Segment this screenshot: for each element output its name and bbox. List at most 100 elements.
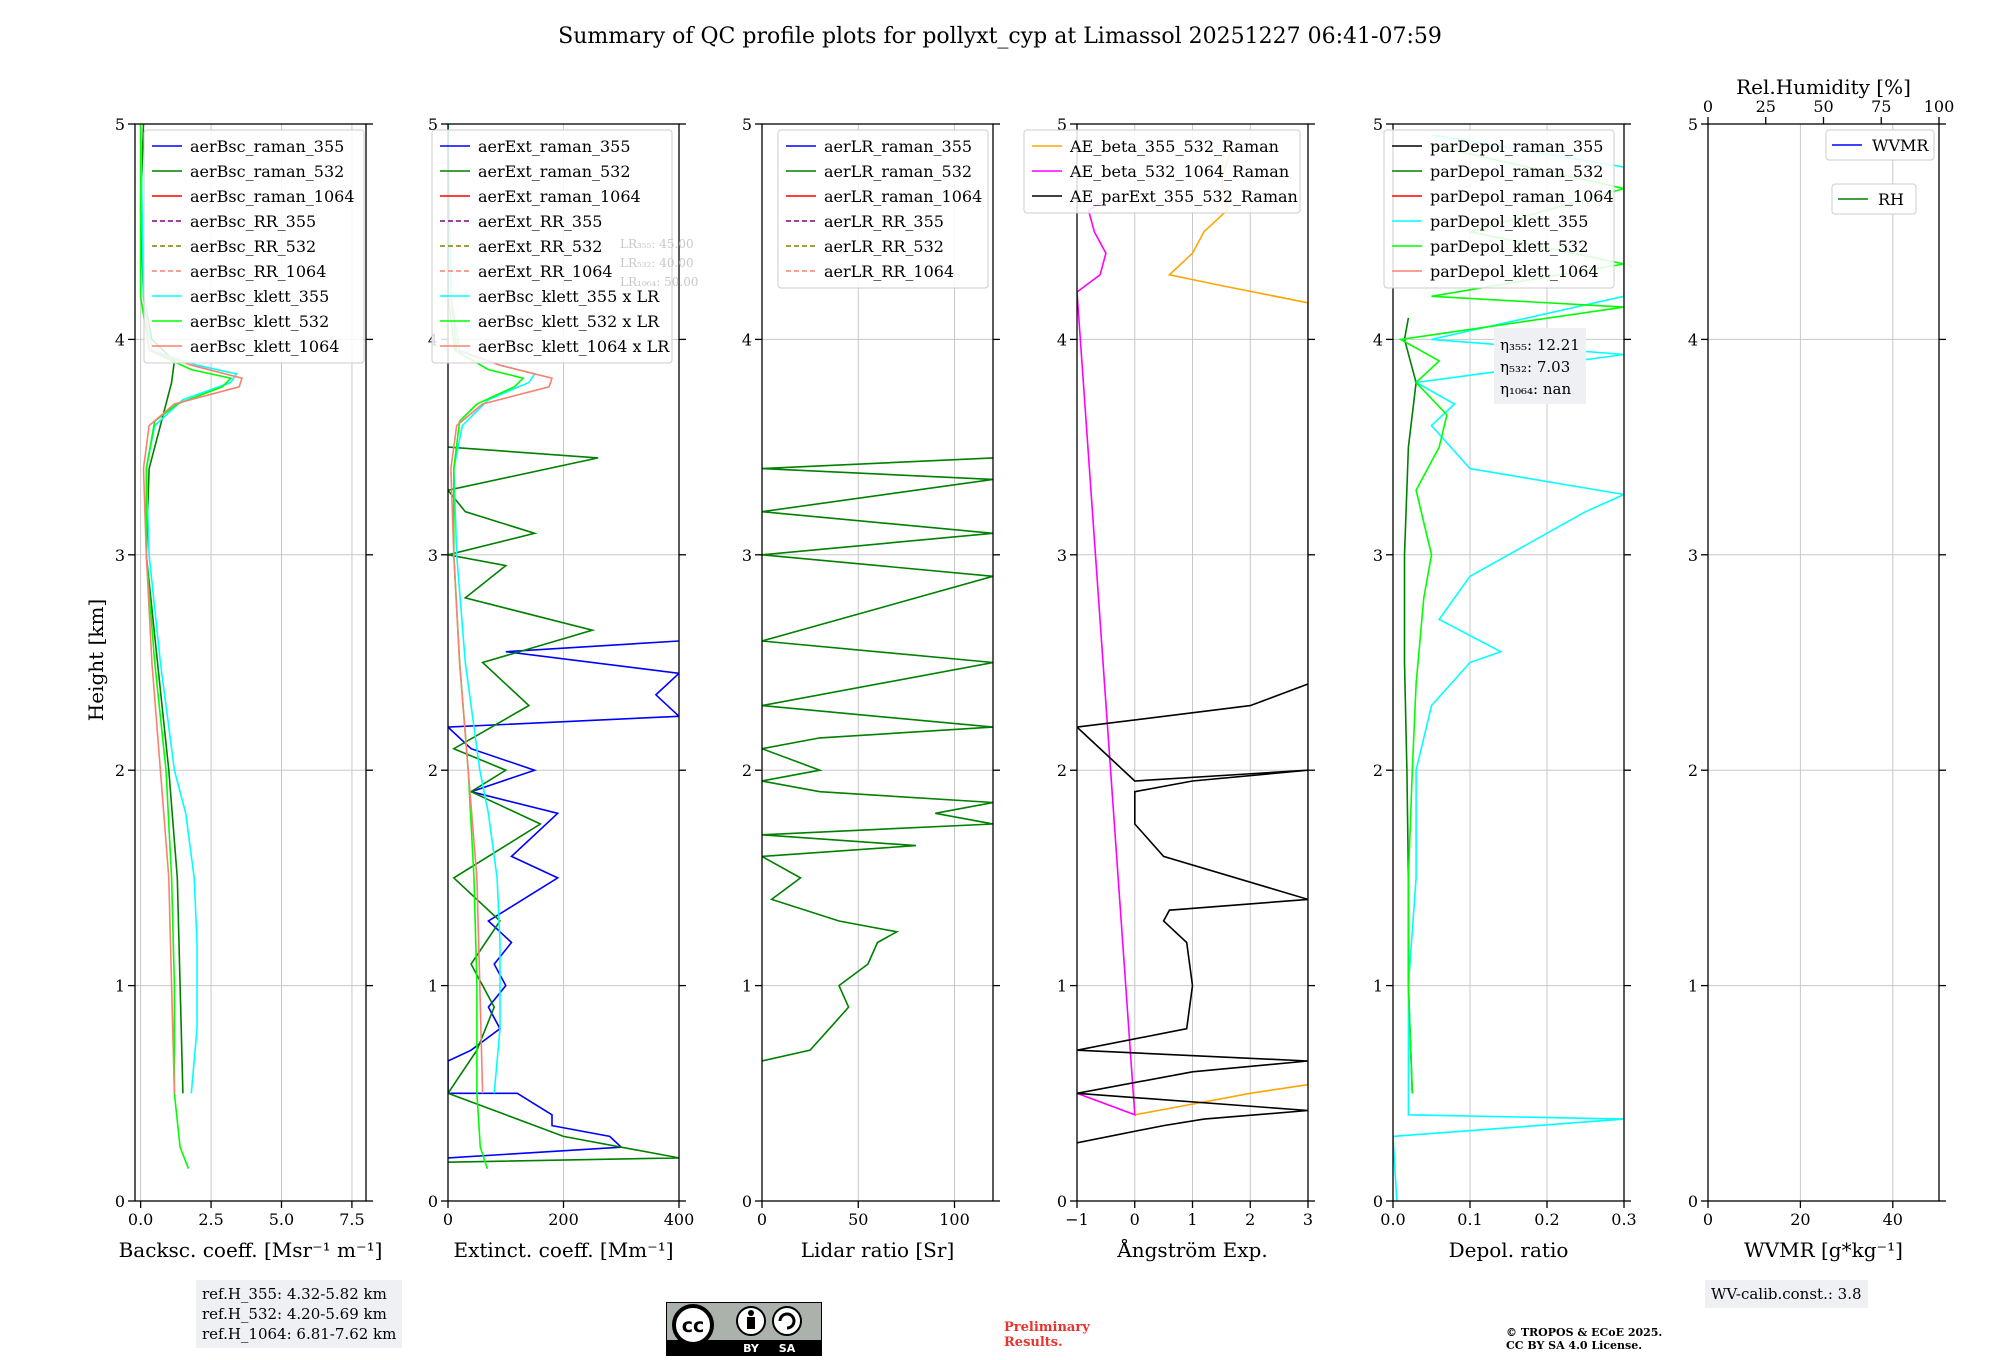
y-tick-label: 5	[428, 115, 438, 134]
x-tick-label: 40	[1883, 1210, 1903, 1229]
y-tick-label: 1	[1688, 977, 1698, 996]
copyright-notice: © TROPOS & ECoE 2025. CC BY SA 4.0 Licen…	[1506, 1326, 1663, 1352]
annotation-box: η₃₅₅: 12.21 η₅₃₂: 7.03 η₁₀₆₄: nan	[1494, 328, 1586, 404]
legend-label: aerLR_raman_1064	[824, 187, 982, 206]
top-x-tick-label: 25	[1756, 97, 1776, 116]
axes-frame	[1707, 123, 1940, 1202]
top-x-tick-label: 0	[1703, 97, 1713, 116]
legend-label: AE_beta_355_532_Raman	[1069, 137, 1279, 156]
top-x-tick-label: 100	[1924, 97, 1955, 116]
svg-text:cc: cc	[682, 1315, 705, 1337]
x-axis-label: Ångström Exp.	[1116, 1237, 1267, 1262]
legend-label: aerLR_raman_355	[824, 137, 972, 156]
annotation-text: LR₃₅₅: 45.00	[620, 237, 694, 251]
x-tick-label: 3	[1303, 1210, 1313, 1229]
legend-box	[1023, 129, 1301, 214]
x-tick-label: 100	[939, 1210, 970, 1229]
x-tick-label: 0.1	[1457, 1210, 1482, 1229]
x-tick-label: −1	[1065, 1210, 1089, 1229]
ref-height-532: ref.H_532: 4.20-5.69 km	[202, 1305, 387, 1323]
panel-ext: 0200400012345Extinct. coeff. [Mm⁻¹]aerEx…	[428, 115, 699, 1262]
y-tick-label: 0	[1057, 1192, 1067, 1211]
legend-label: aerBsc_raman_532	[190, 162, 344, 181]
legend-label: aerBsc_klett_1064 x LR	[478, 337, 670, 356]
legend-label: aerExt_RR_355	[478, 212, 602, 231]
legend-label: AE_parExt_355_532_Raman	[1069, 187, 1298, 206]
legend-label: aerLR_RR_1064	[824, 262, 954, 281]
annotation-text: η₃₅₅: 12.21	[1500, 336, 1580, 354]
ref-height-1064: ref.H_1064: 6.81-7.62 km	[202, 1325, 397, 1343]
x-tick-label: 0	[1703, 1210, 1713, 1229]
legend: AE_beta_355_532_Raman AE_beta_532_1064_Ra…	[1023, 129, 1301, 214]
panel-lr: 0 50 100 0 1 2 3 4 5 Lidar ratio [Sr] aerLR_raman_…	[742, 115, 1000, 1262]
y-tick-label: 0	[742, 1192, 752, 1211]
annotation-box: LR₃₅₅: 45.00 LR₅₃₂: 40.00 LR₁₀₆₄: 50.00	[620, 237, 698, 289]
y-tick-label: 4	[1057, 330, 1067, 349]
series-line-aerExt_raman_532	[448, 446, 679, 1163]
legend-label: aerBsc_raman_355	[190, 137, 344, 156]
axes-frame	[1392, 123, 1625, 1202]
legend-label: aerExt_raman_355	[478, 137, 631, 156]
y-tick-label: 5	[1688, 115, 1698, 134]
legend: parDepol_raman_355 parDepol_raman_532 parD…	[1383, 129, 1615, 289]
x-tick-label: 0.2	[1534, 1210, 1559, 1229]
legend-label: parDepol_raman_1064	[1430, 187, 1614, 206]
y-tick-label: 0	[428, 1192, 438, 1211]
legend-box	[431, 129, 673, 364]
series-line-parDepol_klett_532	[1398, 144, 1624, 1094]
legend-label: aerLR_RR_532	[824, 237, 944, 256]
legend-box	[1383, 129, 1615, 289]
x-tick-label: 20	[1790, 1210, 1810, 1229]
legend: WVMR RH	[1825, 129, 1935, 215]
legend-label: parDepol_klett_532	[1430, 237, 1588, 256]
legend-label: parDepol_klett_355	[1430, 212, 1588, 231]
annotation-bg	[1494, 328, 1586, 404]
y-tick-label: 3	[428, 546, 438, 565]
y-tick-label: 2	[1373, 761, 1383, 780]
y-tick-label: 1	[1057, 977, 1067, 996]
y-tick-label: 3	[115, 546, 125, 565]
y-tick-label: 1	[1373, 977, 1383, 996]
y-tick-label: 0	[1373, 1192, 1383, 1211]
y-tick-label: 5	[1373, 115, 1383, 134]
y-tick-label: 5	[1057, 115, 1067, 134]
legend: aerLR_raman_355 aerLR_raman_532 aerLR_rama…	[777, 129, 989, 289]
legend-label: aerBsc_RR_355	[190, 212, 316, 231]
panel-bsc: 0.0 2.5 5.0 7.5 0 1 2 3 4 5 Backsc. coeff. [Msr⁻¹ …	[115, 115, 383, 1262]
series-line-aerLR_raman_532	[762, 457, 993, 1062]
series-line-aerBsc_klett_1064	[142, 296, 244, 1094]
x-tick-label: 0.0	[1380, 1210, 1405, 1229]
ref-height-355: ref.H_355: 4.32-5.82 km	[202, 1285, 387, 1303]
svg-text:BY: BY	[743, 1342, 760, 1355]
y-tick-label: 0	[1688, 1192, 1698, 1211]
x-tick-label: 1	[1187, 1210, 1197, 1229]
legend-label: aerBsc_RR_532	[190, 237, 316, 256]
x-axis-label: Extinct. coeff. [Mm⁻¹]	[453, 1238, 673, 1262]
y-tick-label: 2	[742, 761, 752, 780]
x-tick-label: 2.5	[198, 1210, 223, 1229]
legend-box	[1831, 183, 1917, 215]
legend-label: aerLR_raman_532	[824, 162, 972, 181]
y-tick-label: 2	[1688, 761, 1698, 780]
series-line-AE_parExt_355_532_Raman	[1077, 683, 1308, 1144]
x-axis-label: Backsc. coeff. [Msr⁻¹ m⁻¹]	[119, 1238, 383, 1262]
x-tick-label: 50	[848, 1210, 868, 1229]
y-tick-label: 4	[115, 330, 125, 349]
y-tick-label: 2	[115, 761, 125, 780]
x-tick-label: 0.3	[1611, 1210, 1636, 1229]
y-tick-label: 2	[1057, 761, 1067, 780]
series-line-AE_beta_355_532_Raman	[1134, 145, 1308, 1116]
x-axis-label: Lidar ratio [Sr]	[801, 1238, 955, 1262]
x-axis-label: Depol. ratio	[1449, 1238, 1569, 1262]
legend-label: aerExt_raman_532	[478, 162, 631, 181]
series-line-parDepol_klett_355	[1393, 134, 1624, 1201]
legend: aerExt_raman_355 aerExt_raman_532 aerExt_r…	[431, 129, 673, 364]
axes-frame	[761, 123, 994, 1202]
x-tick-label: 400	[664, 1210, 695, 1229]
y-tick-label: 1	[428, 977, 438, 996]
x-tick-label: 0.0	[128, 1210, 153, 1229]
ref-heights-box: ref.H_355: 4.32-5.82 km ref.H_532: 4.20-…	[196, 1280, 403, 1348]
y-tick-label: 4	[1373, 330, 1383, 349]
